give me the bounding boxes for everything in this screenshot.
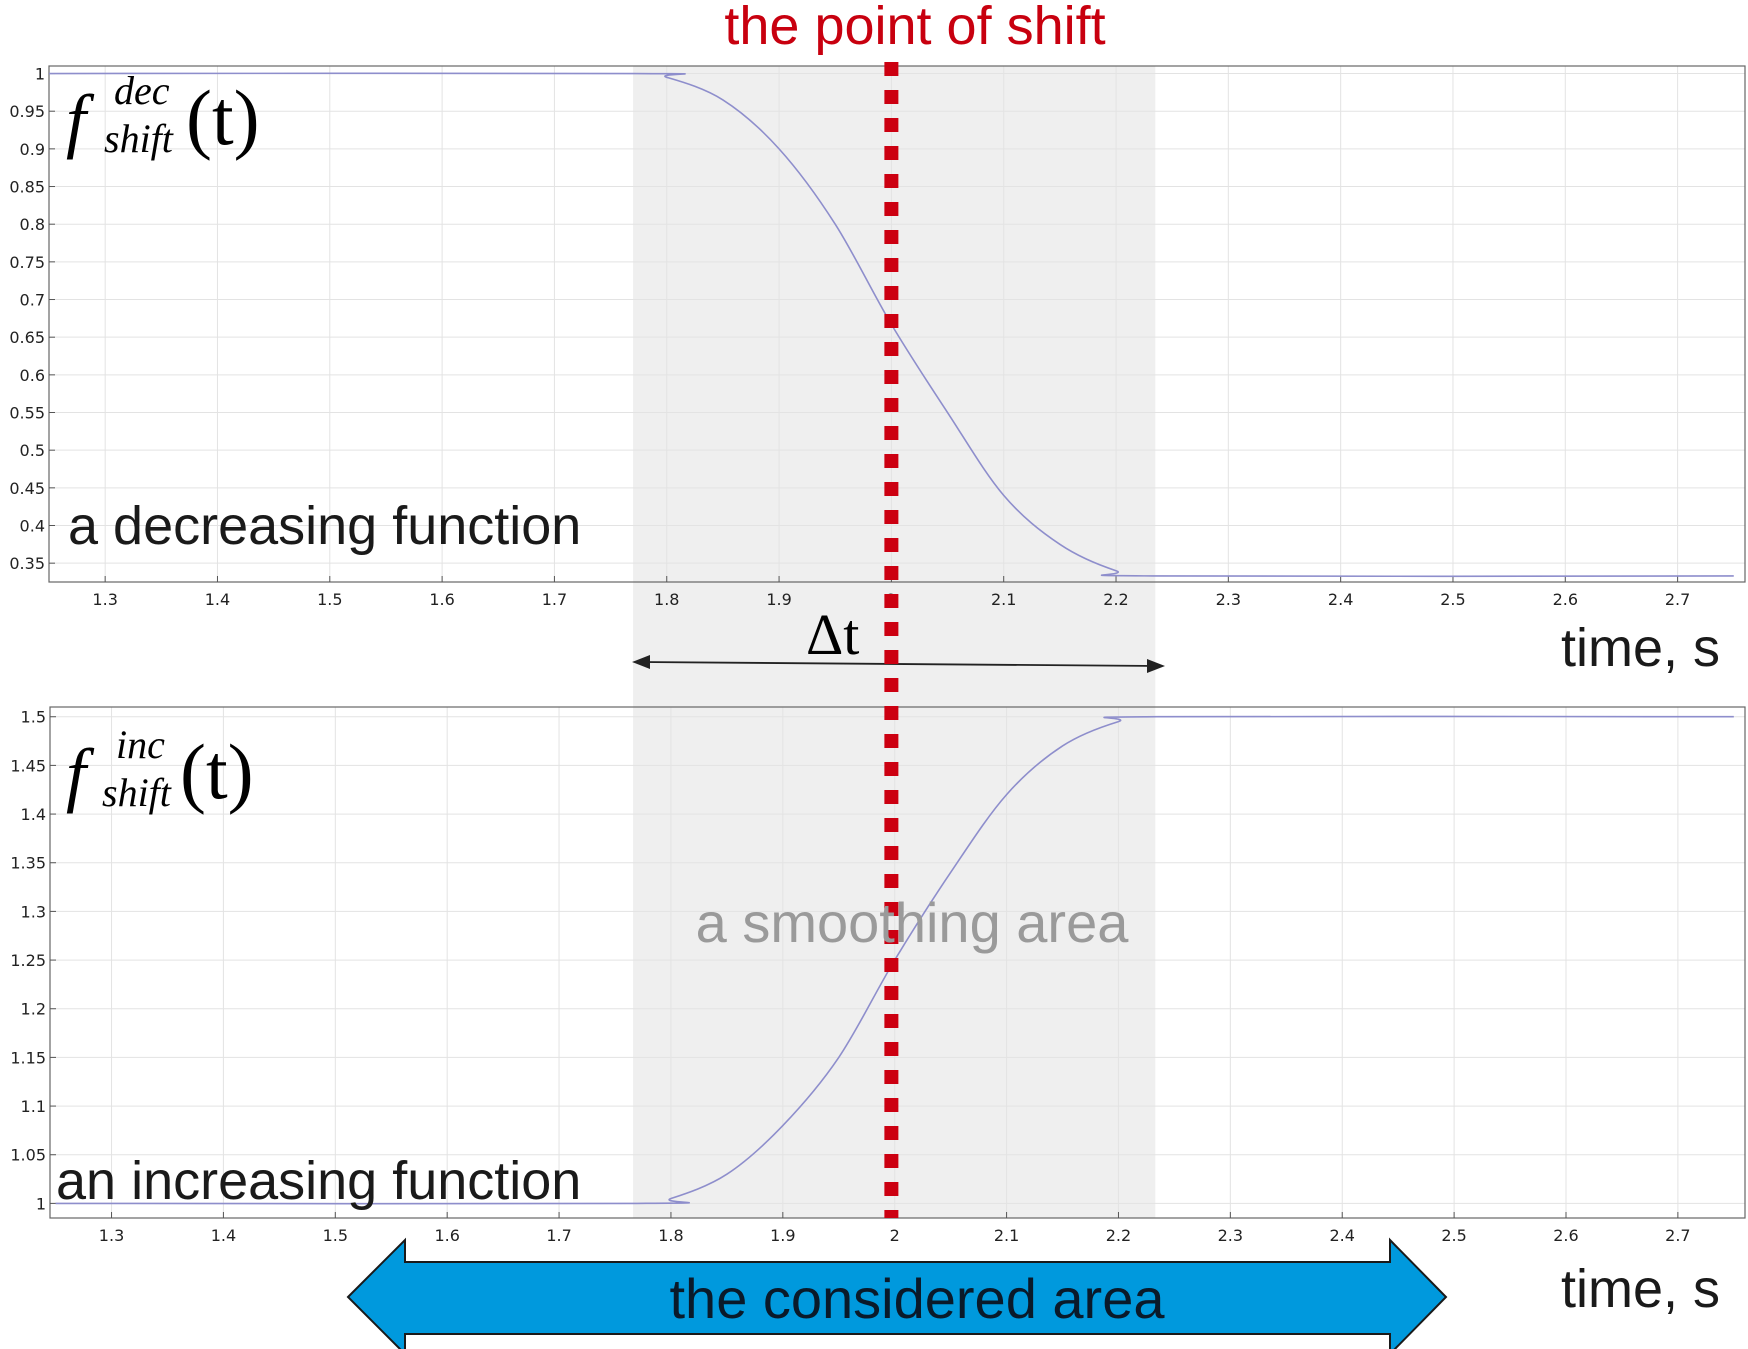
x-tick-label: 2.4 [1328, 590, 1353, 609]
top-function-subscript: shift [104, 116, 174, 161]
bottom-plot-description: an increasing function [56, 1151, 581, 1211]
y-tick-label: 1.3 [21, 902, 46, 921]
x-tick-label: 2.5 [1441, 1226, 1466, 1245]
x-tick-label: 1.8 [654, 590, 679, 609]
x-tick-label: 1.8 [658, 1226, 683, 1245]
y-tick-label: 0.45 [9, 479, 45, 498]
x-tick-label: 2 [890, 1226, 900, 1245]
x-tick-label: 1.9 [766, 590, 791, 609]
y-tick-label: 1.2 [21, 1000, 46, 1019]
y-tick-label: 1.4 [21, 805, 46, 824]
x-tick-label: 2.6 [1553, 590, 1578, 609]
y-tick-label: 1.25 [10, 951, 46, 970]
x-tick-label: 1.7 [542, 590, 567, 609]
bottom-function-subscript: shift [102, 770, 172, 815]
y-tick-label: 0.6 [20, 366, 45, 385]
y-tick-label: 1.45 [10, 756, 46, 775]
y-tick-label: 1.05 [10, 1146, 46, 1165]
shift-point-title: the point of shift [724, 0, 1105, 56]
bottom-function-argument: (t) [180, 728, 254, 815]
delta-t-arrow [632, 655, 1165, 673]
y-tick-label: 0.4 [20, 517, 45, 536]
smoothing-area-label: a smoothing area [696, 891, 1130, 954]
y-tick-label: 0.95 [9, 102, 45, 121]
x-tick-label: 1.3 [99, 1226, 124, 1245]
y-tick-label: 1.15 [10, 1048, 46, 1067]
bottom-function-base: f [66, 734, 95, 814]
y-tick-label: 0.55 [9, 404, 45, 423]
bottom-function-label: f inc shift (t) [66, 722, 254, 815]
top-function-argument: (t) [186, 74, 260, 161]
x-tick-label: 2.2 [1103, 590, 1128, 609]
top-function-superscript: dec [114, 68, 170, 113]
x-tick-label: 2.7 [1665, 590, 1690, 609]
x-tick-label: 2.6 [1553, 1226, 1578, 1245]
x-tick-label: 1.3 [92, 590, 117, 609]
x-tick-label: 1.6 [434, 1226, 459, 1245]
bottom-plot-xlabel: time, s [1561, 1259, 1720, 1319]
y-tick-label: 0.65 [9, 328, 45, 347]
x-tick-label: 2.2 [1106, 1226, 1131, 1245]
delta-t-label: Δt [806, 602, 859, 667]
y-tick-label: 1.1 [21, 1097, 46, 1116]
x-tick-label: 2.3 [1216, 590, 1241, 609]
top-function-label: f dec shift (t) [66, 68, 260, 161]
x-tick-label: 1.5 [317, 590, 342, 609]
y-tick-label: 1 [36, 1194, 46, 1213]
x-tick-label: 1.9 [770, 1226, 795, 1245]
top-plot-xlabel: time, s [1561, 618, 1720, 678]
considered-area-arrow [346, 1237, 1448, 1349]
x-tick-label: 2.1 [994, 1226, 1019, 1245]
y-tick-label: 0.5 [20, 441, 45, 460]
top-function-base: f [66, 80, 95, 160]
x-tick-label: 2.1 [991, 590, 1016, 609]
x-tick-label: 2.4 [1330, 1226, 1355, 1245]
x-tick-label: 1.6 [429, 590, 454, 609]
y-tick-label: 1 [35, 65, 45, 84]
y-tick-label: 0.7 [20, 291, 45, 310]
y-tick-label: 1.5 [21, 708, 46, 727]
x-tick-label: 2.7 [1665, 1226, 1690, 1245]
bottom-function-superscript: inc [116, 722, 165, 767]
considered-area-label: the considered area [669, 1267, 1165, 1330]
y-tick-label: 0.9 [20, 140, 45, 159]
x-tick-label: 2.5 [1440, 590, 1465, 609]
x-tick-label: 1.7 [546, 1226, 571, 1245]
y-tick-label: 0.35 [9, 554, 45, 573]
y-tick-label: 0.8 [20, 215, 45, 234]
top-plot-description: a decreasing function [68, 496, 581, 556]
x-tick-label: 1.5 [323, 1226, 348, 1245]
x-tick-label: 1.4 [211, 1226, 236, 1245]
x-tick-label: 2.3 [1218, 1226, 1243, 1245]
y-tick-label: 0.85 [9, 178, 45, 197]
y-tick-label: 1.35 [10, 854, 46, 873]
y-tick-label: 0.75 [9, 253, 45, 272]
x-tick-label: 1.4 [205, 590, 230, 609]
